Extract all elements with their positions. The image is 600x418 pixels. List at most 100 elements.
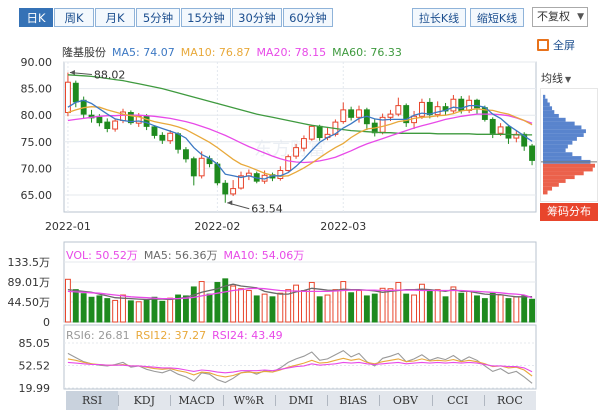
indicator-tab-kdj[interactable]: KDJ [133, 394, 156, 407]
period-tab-1[interactable]: 周K [54, 8, 94, 27]
period-tab-2[interactable]: 月K [95, 8, 135, 27]
rsi-legend: RSI6: 26.81 RSI12: 37.27 RSI24: 43.49 [66, 329, 289, 343]
volume-bar [340, 281, 347, 323]
kline-y-tick-5: 65.00 [21, 189, 53, 202]
fullscreen-icon [537, 39, 549, 51]
fullscreen-button[interactable]: 全屏 [537, 37, 575, 53]
candle [96, 116, 103, 124]
candle [112, 120, 119, 130]
tab-divider [118, 395, 120, 406]
chip-bar [543, 125, 582, 130]
chip-bar [543, 140, 573, 145]
volume-bar [214, 281, 221, 323]
chip-bar [543, 94, 546, 99]
chip-bar [543, 121, 575, 126]
legend-rsi12: RSI12: 37.27 [135, 329, 207, 342]
adjust-select[interactable]: 不复权 ▼ [532, 7, 588, 27]
volume-bar [112, 299, 119, 323]
legend-ma5: MA5: 56.36万 [143, 249, 218, 262]
candle [450, 98, 457, 112]
candle [340, 109, 347, 123]
kline-x-tick-2: 2022-03 [320, 220, 366, 233]
top-toolbar: 日K 周K 月K 5分钟 15分钟 30分钟 60分钟 拉长K线 缩短K线 不复权 ▼ [0, 0, 600, 34]
period-tab-5[interactable]: 30分钟 [232, 8, 282, 27]
indicator-tab-roc[interactable]: ROC [497, 394, 523, 407]
candle [395, 105, 402, 115]
rsi-y-tick-0: 85.05 [19, 337, 51, 350]
indicator-tab-bias[interactable]: BIAS [339, 394, 368, 407]
volume-bar [245, 290, 252, 323]
chip-bar [543, 113, 559, 118]
kline-y-tick-1: 85.00 [21, 83, 53, 96]
volume-bar [238, 288, 244, 323]
volume-bar [135, 301, 142, 323]
candle [151, 126, 158, 136]
candle [418, 101, 425, 117]
volume-bar [143, 299, 150, 323]
chip-distribution-button[interactable]: 筹码分布 [540, 203, 598, 221]
ma60-line [67, 74, 533, 136]
candle [300, 138, 307, 149]
kline-frame [63, 61, 537, 213]
volume-bar [182, 295, 189, 323]
tab-divider [483, 395, 485, 406]
kline-x-tick-0: 2022-01 [45, 220, 91, 233]
annotation-arrow-icon [227, 200, 233, 206]
volume-bar [80, 293, 87, 323]
candle [222, 182, 229, 195]
period-tab-6[interactable]: 60分钟 [283, 8, 333, 27]
legend-ma10: MA10: 54.06万 [223, 249, 305, 262]
chip-bar [543, 133, 584, 137]
stock-name: 隆基股份 [62, 46, 106, 59]
volume-bar [222, 278, 229, 323]
ma-line-label: 均线 [541, 72, 563, 85]
volume-bar [442, 296, 449, 323]
kline-y-tick-0: 90.00 [21, 56, 53, 69]
candle [489, 118, 496, 134]
indicator-tab-dmi[interactable]: DMI [288, 394, 314, 407]
period-tab-0[interactable]: 日K [19, 8, 53, 27]
volume-bar [489, 292, 496, 323]
candle [426, 101, 433, 116]
volume-bar [497, 294, 504, 323]
indicator-tab-cci[interactable]: CCI [447, 394, 469, 407]
annotation-arrow-icon [69, 70, 75, 76]
volume-bar [332, 289, 339, 323]
candle [505, 126, 512, 139]
chip-bar [543, 110, 555, 114]
indicator-tab-rsi[interactable]: RSI [66, 391, 119, 410]
legend-ma5: MA5: 74.07 [112, 46, 175, 59]
volume-bar [230, 285, 237, 323]
period-tab-3[interactable]: 5分钟 [136, 8, 180, 27]
volume-bar [521, 295, 528, 323]
volume-bar [324, 294, 331, 323]
kline-y-tick-2: 80.00 [21, 109, 53, 122]
candle [143, 115, 150, 127]
chip-bar [543, 152, 573, 157]
adjust-select-value: 不复权 [537, 10, 570, 23]
volume-bar [513, 296, 520, 323]
period-tab-4[interactable]: 15分钟 [181, 8, 231, 27]
indicator-tab-obv[interactable]: OBV [392, 394, 418, 407]
volume-bar [96, 295, 103, 323]
volume-bar [458, 292, 465, 323]
legend-ma60: MA60: 76.33 [332, 46, 402, 59]
volume-bar [64, 278, 71, 323]
ma5-line [67, 99, 533, 180]
volume-bar [198, 281, 205, 323]
volume-bar [481, 298, 488, 323]
indicator-tab-wr[interactable]: W%R [233, 394, 264, 407]
volume-bar [190, 286, 197, 323]
volume-bar [277, 292, 284, 323]
candle [72, 82, 79, 103]
ma-line-dropdown[interactable]: 均线 ▼ [541, 70, 571, 86]
indicator-tab-macd[interactable]: MACD [178, 394, 215, 407]
legend-rsi24: RSI24: 43.49 [212, 329, 283, 342]
candle [159, 134, 166, 141]
shrink-kline-button[interactable]: 缩短K线 [470, 8, 524, 27]
chip-bar [543, 179, 566, 183]
chip-bar [543, 182, 559, 187]
volume-y-tick-0: 133.5万 [8, 256, 51, 269]
stretch-kline-button[interactable]: 拉长K线 [412, 8, 466, 27]
annotation-label-0: 88.02 [94, 69, 126, 82]
